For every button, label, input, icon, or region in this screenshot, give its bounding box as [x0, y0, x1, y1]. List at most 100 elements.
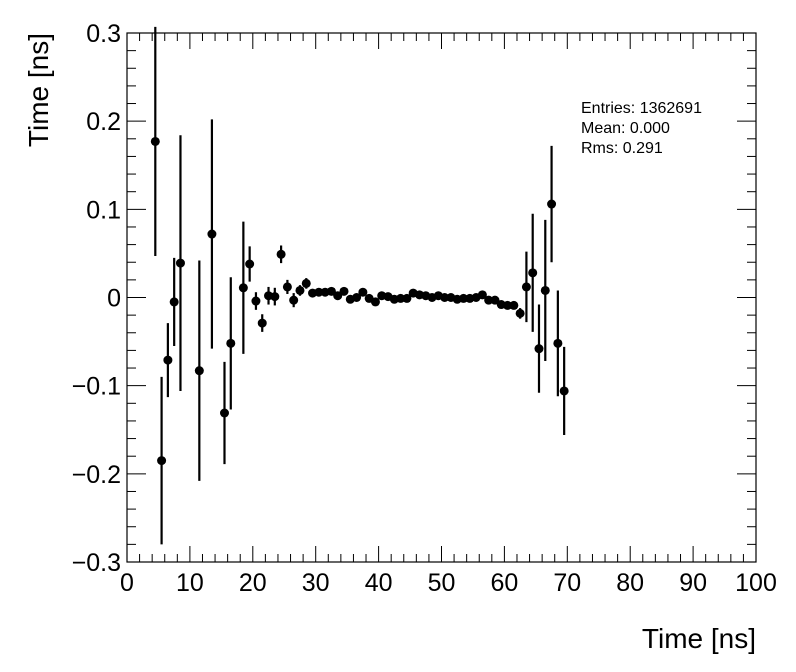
x-tick-label: 30 [302, 569, 330, 597]
point-marker [370, 297, 380, 307]
data-point [339, 286, 349, 296]
data-point [459, 293, 469, 303]
data-point [157, 376, 167, 545]
data-point [219, 361, 229, 465]
point-marker [528, 268, 538, 278]
y-tick-label: 0.2 [86, 108, 121, 136]
data-point [477, 290, 487, 300]
point-marker [339, 286, 349, 296]
point-marker [194, 366, 204, 376]
point-marker [238, 283, 248, 293]
data-point [207, 119, 217, 349]
y-tick-label: 0 [107, 285, 121, 313]
point-marker [295, 285, 305, 295]
data-point [528, 213, 538, 332]
data-point [352, 293, 362, 302]
x-tick-label: 80 [616, 569, 644, 597]
data-point [509, 300, 519, 310]
point-marker [207, 229, 217, 239]
x-tick-label: 40 [365, 569, 393, 597]
point-marker [276, 249, 286, 259]
x-tick-label: 20 [239, 569, 267, 597]
data-point [484, 295, 494, 305]
data-point [163, 323, 173, 398]
y-tick-label: 0.1 [86, 196, 121, 224]
y-axis-title: Time [ns] [23, 33, 54, 147]
x-tick-label: 70 [553, 569, 581, 597]
data-point [276, 245, 286, 264]
data-point [175, 135, 185, 391]
point-marker [402, 293, 412, 303]
data-point [150, 26, 160, 257]
point-marker [282, 282, 292, 292]
x-tick-label: 50 [428, 569, 456, 597]
point-marker [358, 287, 368, 297]
data-point [226, 277, 236, 410]
point-marker [301, 278, 311, 288]
point-marker [515, 308, 525, 318]
data-point [257, 314, 267, 332]
data-point [547, 145, 557, 263]
point-marker [440, 293, 450, 302]
data-point [333, 291, 343, 301]
y-tick-label: −0.2 [72, 461, 121, 489]
point-marker [477, 290, 487, 300]
point-marker [333, 291, 343, 301]
x-tick-label: 100 [735, 569, 777, 597]
point-marker [326, 286, 336, 296]
data-point [245, 246, 255, 282]
data-point [503, 300, 513, 310]
x-tick-labels: 0 10 20 30 40 50 60 70 80 90 100 [120, 569, 777, 597]
point-marker [540, 285, 550, 295]
plot-frame [126, 32, 757, 563]
data-point [314, 287, 324, 297]
data-point [326, 286, 336, 296]
y-tick-labels: −0.3 −0.2 −0.1 0 0.1 0.2 0.3 [72, 20, 121, 577]
y-tick-label: −0.3 [72, 549, 121, 577]
data-point [289, 293, 299, 308]
point-marker [219, 408, 229, 418]
data-point [515, 308, 525, 319]
point-marker [503, 300, 513, 310]
data-point [521, 251, 531, 323]
point-marker [245, 259, 255, 269]
data-point [370, 297, 380, 307]
point-marker [352, 293, 362, 302]
x-tick-label: 10 [176, 569, 204, 597]
data-point [559, 346, 569, 436]
point-marker [559, 386, 569, 396]
data-point [396, 293, 406, 303]
stats-rms: Rms: 0.291 [581, 140, 663, 157]
x-tick-label: 90 [679, 569, 707, 597]
point-marker [509, 300, 519, 310]
point-marker [521, 282, 531, 292]
data-point [440, 293, 450, 302]
point-marker [257, 318, 267, 328]
stats-mean: Mean: 0.000 [581, 120, 670, 137]
data-point [402, 293, 412, 303]
point-marker [484, 295, 494, 305]
point-marker [157, 456, 167, 466]
data-point [534, 304, 544, 393]
data-point [490, 295, 500, 305]
x-tick-label: 0 [120, 569, 134, 597]
y-tick-label: 0.3 [86, 20, 121, 48]
data-point [295, 285, 305, 296]
point-marker [490, 295, 500, 305]
point-marker [289, 295, 299, 305]
point-marker [314, 287, 324, 297]
x-axis-title: Time [ns] [642, 623, 756, 654]
data-point [553, 290, 563, 397]
point-marker [534, 344, 544, 354]
point-marker [270, 292, 280, 302]
point-marker [396, 293, 406, 303]
point-marker [169, 297, 179, 307]
data-point [238, 221, 248, 354]
point-marker [459, 293, 469, 303]
data-point [169, 257, 179, 346]
point-marker [226, 338, 236, 348]
data-point [194, 260, 204, 481]
point-marker [553, 338, 563, 348]
